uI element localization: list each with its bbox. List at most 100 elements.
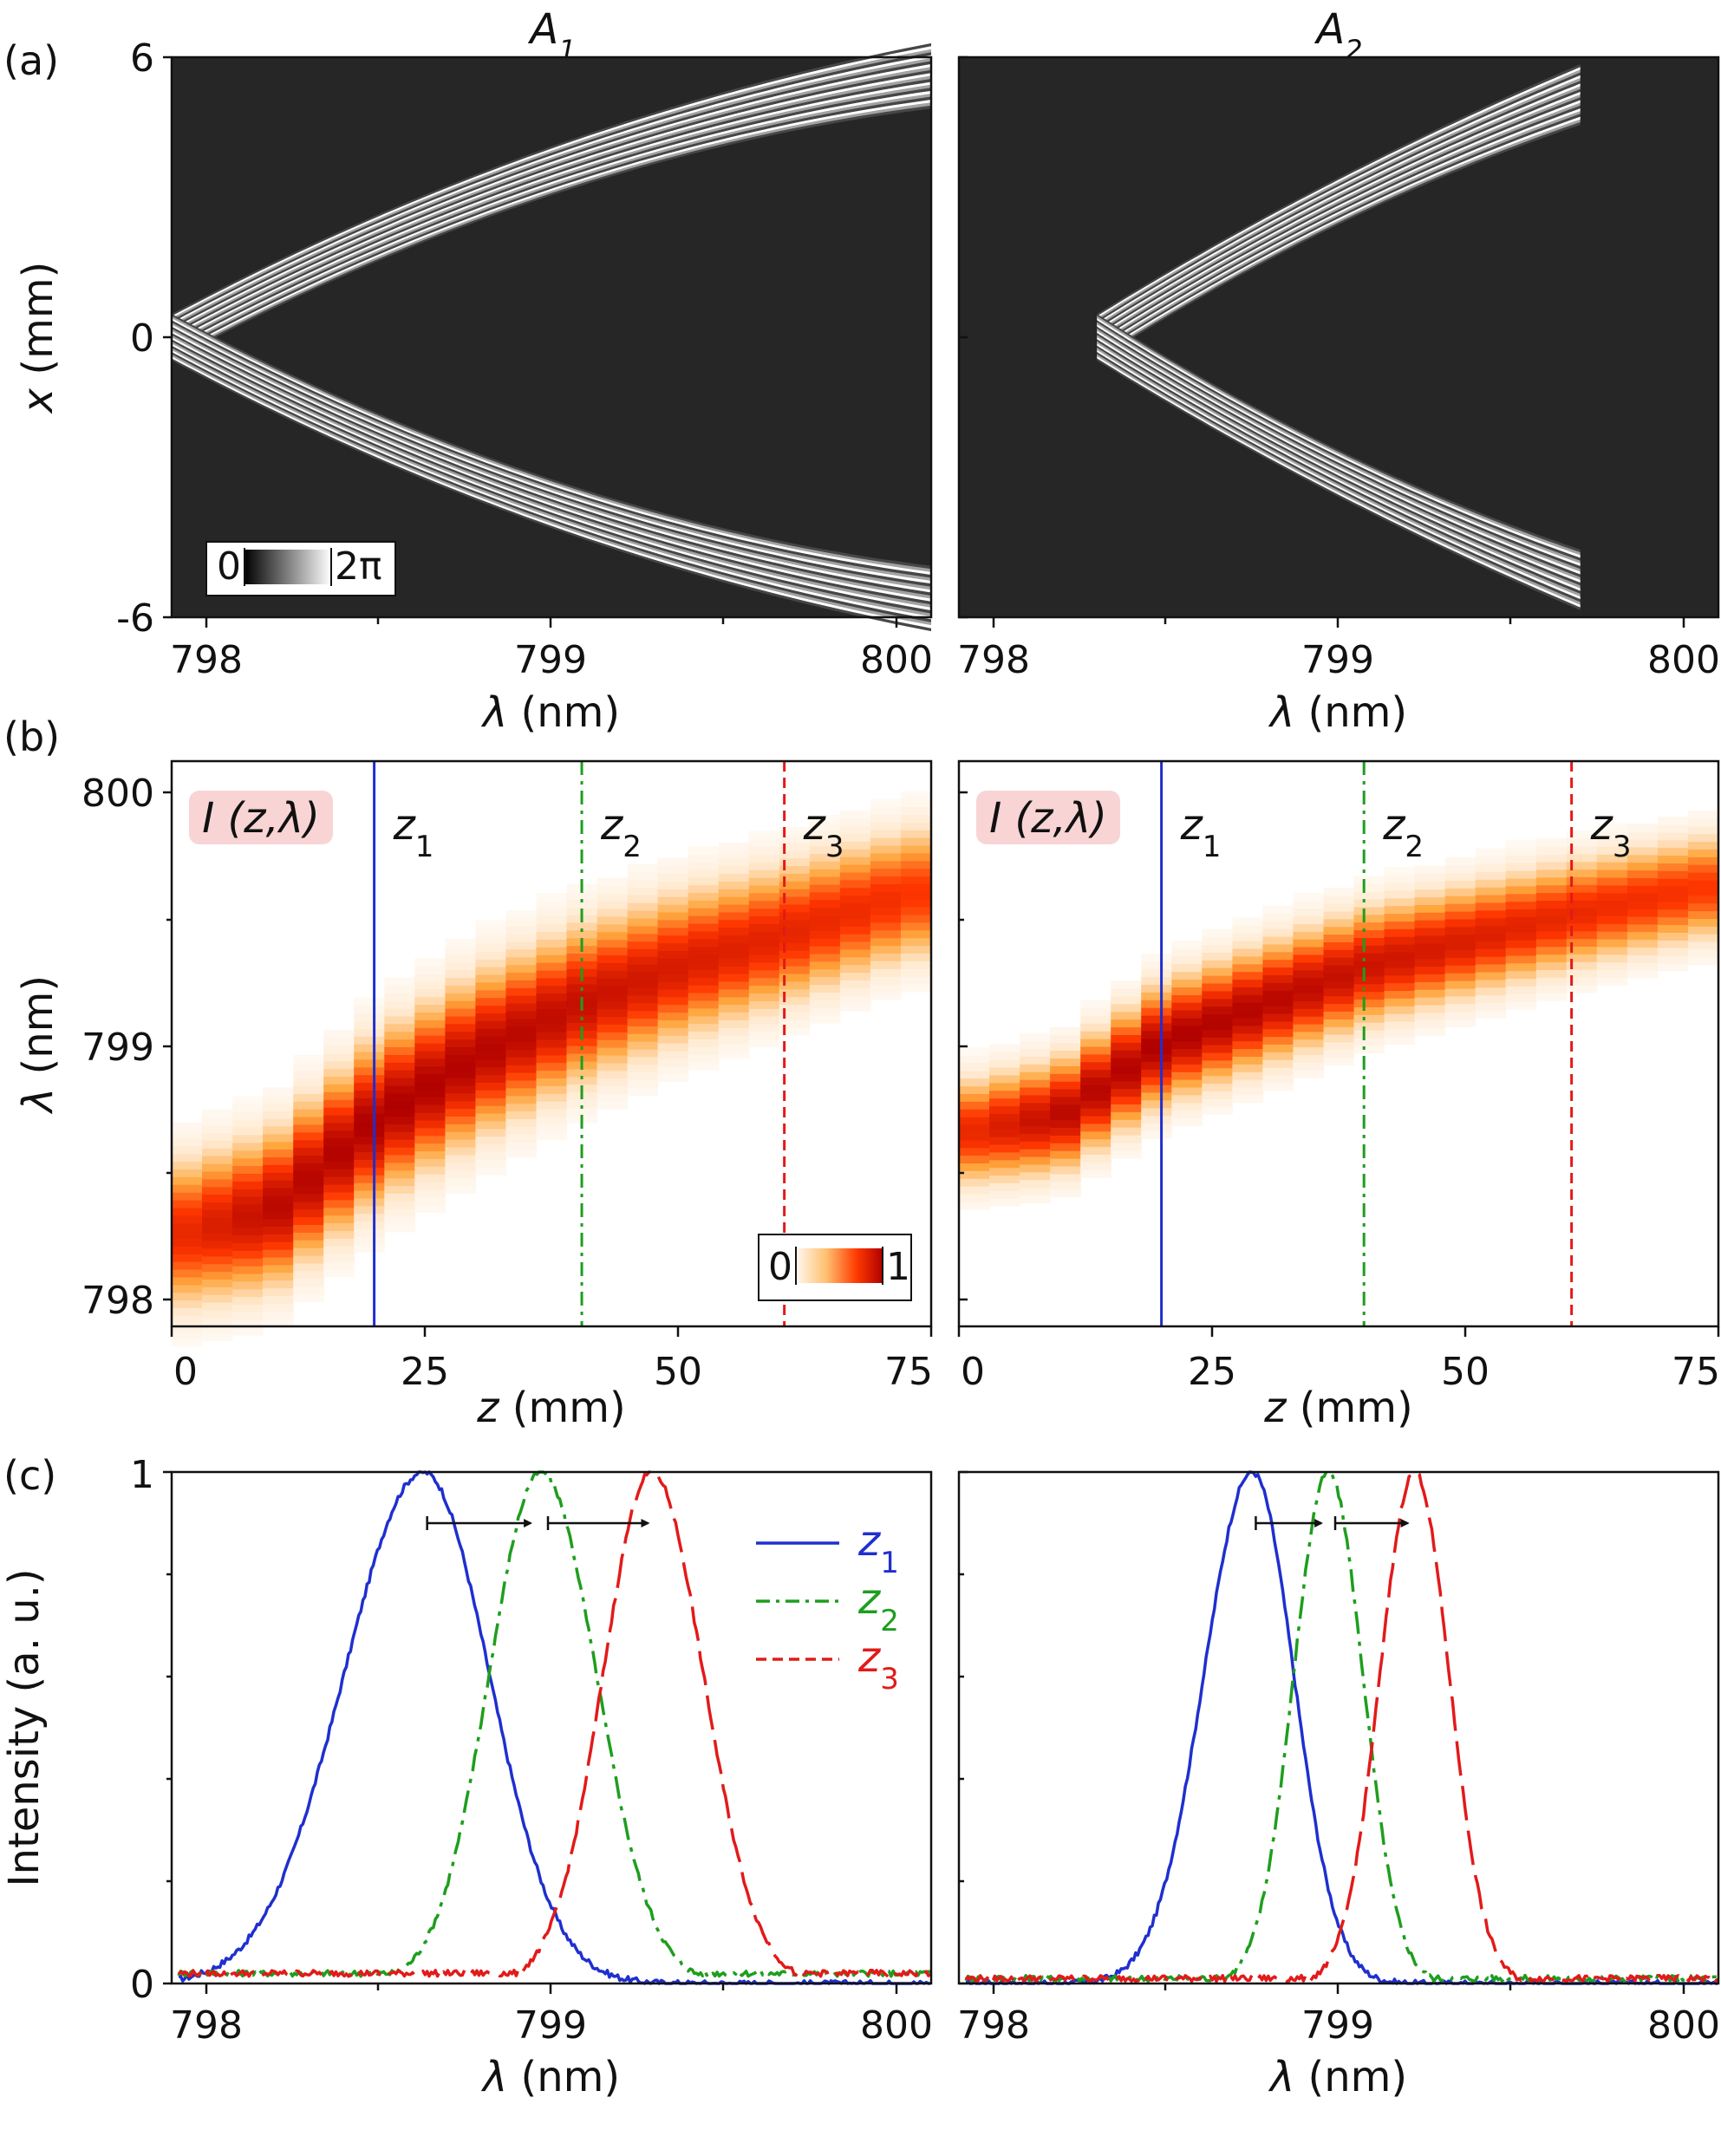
intensity-cell	[1657, 847, 1689, 857]
intensity-cell	[475, 1128, 506, 1137]
intensity-cell	[989, 1198, 1020, 1207]
intensity-cell	[688, 876, 720, 886]
intensity-cell	[505, 1079, 537, 1089]
intensity-cell	[323, 1107, 355, 1116]
intensity-cell	[505, 918, 537, 927]
intensity-cell	[1262, 990, 1294, 999]
intensity-cell	[1657, 955, 1689, 964]
intensity-cell	[172, 1315, 203, 1324]
intensity-cell	[1475, 871, 1507, 880]
intensity-cell	[1475, 987, 1507, 996]
intensity-cell	[748, 1023, 780, 1032]
intensity-cell	[566, 899, 598, 908]
intensity-cell	[1262, 998, 1294, 1006]
intensity-cell	[1111, 988, 1142, 997]
intensity-cell	[959, 1078, 990, 1087]
intensity-cell	[384, 1046, 415, 1055]
intensity-cell	[505, 1118, 537, 1127]
intensity-cell	[779, 942, 811, 951]
intensity-cell	[901, 806, 932, 815]
intensity-cell	[414, 973, 446, 982]
intensity-cell	[1688, 895, 1719, 904]
intensity-cell	[1171, 1048, 1203, 1057]
intensity-cell	[748, 1008, 780, 1017]
intensity-cell	[232, 1203, 264, 1213]
plot-a-right: 798 799 800 λ (nm)	[957, 55, 1720, 737]
intensity-cell	[1020, 1056, 1051, 1065]
intensity-cell	[384, 1139, 415, 1148]
intensity-cell	[779, 896, 811, 905]
intensity-cell	[1020, 1141, 1051, 1150]
intensity-cell	[475, 1120, 506, 1130]
spectrum-z3	[964, 1470, 1719, 1983]
intensity-cell	[232, 1165, 264, 1174]
intensity-cell	[1050, 1096, 1081, 1105]
intensity-cell	[1688, 918, 1719, 927]
x-tick-a0-799: 799	[514, 638, 587, 682]
intensity-cell	[475, 974, 506, 983]
intensity-cell	[1323, 987, 1355, 997]
intensity-cell	[657, 1058, 689, 1067]
y-tick-a-bottom: -6	[116, 596, 154, 641]
intensity-cell	[293, 1240, 324, 1248]
intensity-cell	[232, 1312, 264, 1320]
intensity-cell	[1080, 1146, 1111, 1155]
intensity-cell	[263, 1287, 294, 1296]
intensity-cell	[414, 1019, 446, 1028]
intensity-cell	[596, 985, 629, 994]
intensity-cell	[384, 1169, 415, 1179]
intensity-cell	[354, 1190, 385, 1199]
intensity-cell	[1626, 870, 1659, 878]
intensity-cell	[1262, 959, 1294, 968]
intensity-cell	[323, 1260, 355, 1270]
intensity-cell	[1262, 1082, 1294, 1091]
intensity-cell	[323, 1207, 355, 1216]
intensity-cell	[1657, 932, 1689, 941]
x-axis-label-a1: λ (nm)	[1268, 688, 1407, 737]
intensity-cell	[1171, 1025, 1203, 1034]
intensity-cell	[172, 1137, 203, 1147]
intensity-cell	[1384, 867, 1416, 876]
intensity-cell	[1080, 1077, 1111, 1085]
intensity-cell	[323, 1038, 355, 1046]
intensity-cell	[384, 1201, 415, 1209]
intensity-cell	[414, 1204, 446, 1214]
intensity-cell	[505, 1126, 537, 1135]
x-tick-c1-800: 800	[1647, 2003, 1720, 2048]
intensity-cell	[1353, 929, 1385, 938]
intensity-cell	[445, 1169, 476, 1179]
intensity-cell	[232, 1119, 264, 1128]
intensity-cell	[596, 915, 629, 925]
intensity-cell	[536, 977, 568, 987]
intensity-cell	[1596, 939, 1628, 948]
intensity-cell	[536, 954, 568, 963]
intensity-cell	[688, 954, 720, 963]
intensity-cell	[1535, 954, 1568, 963]
intensity-cell	[718, 935, 750, 943]
intensity-cell	[1202, 944, 1233, 953]
intensity-cell	[779, 1019, 811, 1028]
intensity-cell	[1080, 1100, 1111, 1109]
intensity-cell	[414, 1027, 446, 1036]
intensity-cell	[657, 958, 689, 967]
intensity-cell	[172, 1153, 203, 1163]
intensity-cell	[354, 1051, 385, 1060]
intensity-cell	[475, 1090, 506, 1098]
intensity-cell	[901, 968, 932, 977]
intensity-cell	[1293, 931, 1324, 940]
intensity-cell	[1293, 908, 1324, 917]
intensity-cell	[323, 1199, 355, 1208]
intensity-cell	[657, 911, 689, 921]
intensity-cell	[1444, 987, 1477, 997]
intensity-cell	[293, 1201, 324, 1210]
intensity-cell	[718, 1027, 750, 1036]
intensity-cell	[870, 953, 902, 961]
intensity-cell	[475, 920, 506, 929]
intensity-cell	[505, 1087, 537, 1097]
intensity-cell	[1475, 887, 1507, 896]
intensity-cell	[718, 865, 750, 874]
intensity-cell	[989, 1044, 1020, 1052]
intensity-cell	[475, 1082, 506, 1091]
intensity-cell	[959, 1117, 990, 1125]
